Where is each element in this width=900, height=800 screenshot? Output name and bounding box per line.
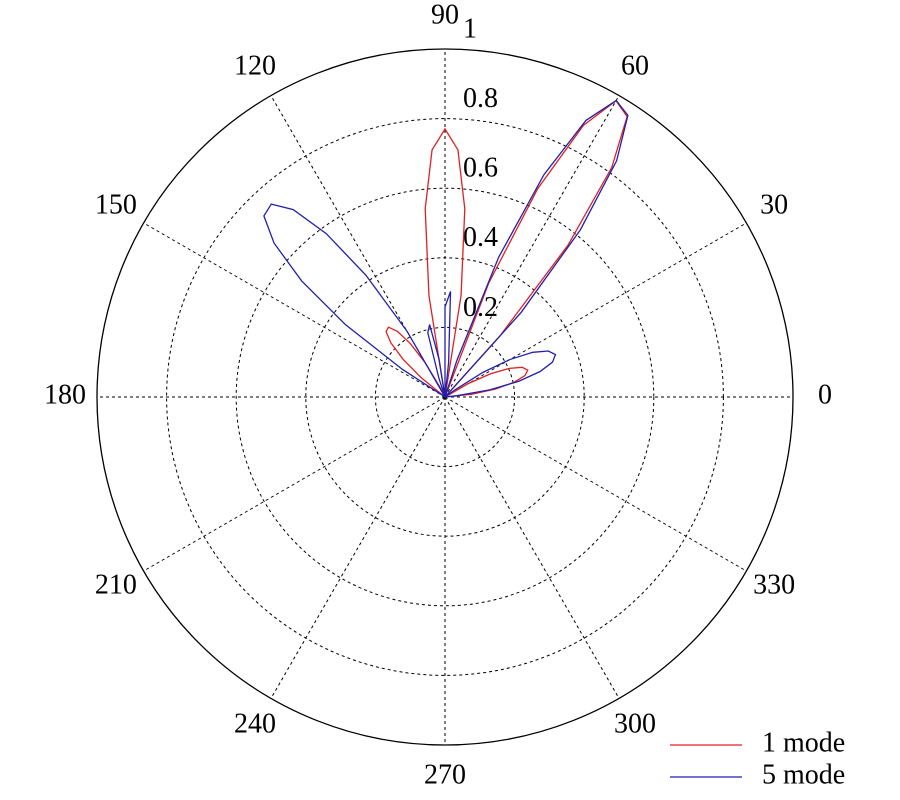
theta-tick-label: 30 bbox=[760, 189, 788, 220]
legend-label: 5 mode bbox=[762, 759, 845, 790]
r-tick-label: 0.4 bbox=[463, 222, 498, 253]
theta-tick-label: 300 bbox=[614, 709, 656, 740]
theta-tick-label: 120 bbox=[234, 50, 276, 81]
theta-tick-label: 330 bbox=[753, 569, 795, 600]
theta-tick-label: 270 bbox=[424, 759, 466, 790]
theta-tick-label: 90 bbox=[431, 0, 459, 30]
series-line bbox=[263, 99, 629, 398]
theta-tick-label: 240 bbox=[234, 709, 276, 740]
r-tick-label: 0.6 bbox=[463, 153, 498, 184]
grid-spoke bbox=[444, 95, 620, 398]
r-tick-label: 0.2 bbox=[463, 292, 498, 323]
theta-tick-label: 0 bbox=[818, 379, 832, 410]
theta-tick-label: 150 bbox=[95, 189, 137, 220]
grid-circle bbox=[374, 326, 516, 468]
grid-spoke bbox=[444, 396, 747, 572]
grid-spoke bbox=[444, 396, 620, 699]
outer-circle bbox=[96, 48, 794, 746]
grid-spoke bbox=[143, 396, 446, 572]
theta-tick-label: 180 bbox=[44, 379, 86, 410]
grid-spoke bbox=[143, 222, 446, 398]
r-tick-label: 0.8 bbox=[463, 83, 498, 114]
legend-label: 1 mode bbox=[762, 727, 845, 758]
theta-tick-label: 210 bbox=[95, 569, 137, 600]
theta-tick-label: 60 bbox=[621, 50, 649, 81]
grid-circle bbox=[235, 187, 655, 607]
grid-spoke bbox=[444, 222, 747, 398]
series-line bbox=[385, 99, 628, 398]
grid-spoke bbox=[270, 95, 446, 398]
grid-spoke bbox=[270, 396, 446, 699]
r-tick-label: 1 bbox=[463, 13, 477, 44]
